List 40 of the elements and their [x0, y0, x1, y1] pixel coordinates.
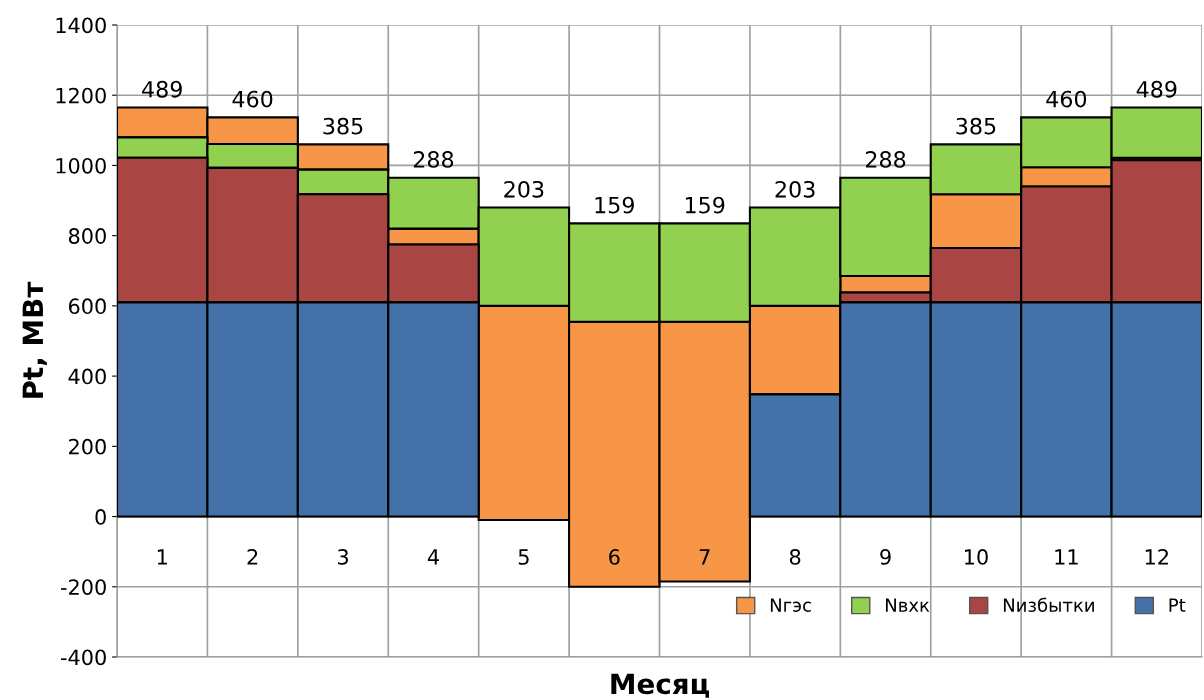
y-tick-label: 200 [69, 438, 106, 455]
x-tick-label: 8 [789, 549, 801, 565]
x-tick-label: 3 [338, 549, 348, 565]
x-tick-label: 11 [1055, 549, 1078, 565]
y-tick-label: 1000 [56, 157, 106, 174]
y-tick-label: 0 [95, 509, 106, 525]
y-tick-label: 1400 [56, 17, 106, 34]
annotation: 385 [323, 117, 363, 135]
annotation: 489 [142, 80, 182, 98]
y-tick-label: -200 [61, 579, 106, 595]
legend-label: Nизбытки [1003, 597, 1094, 612]
legend-label: Nгэс [770, 598, 811, 612]
y-tick-label: 800 [68, 228, 106, 244]
x-tick-label: 1 [157, 549, 167, 565]
y-tick-label: 400 [68, 368, 106, 385]
y-tick-label: 1200 [56, 87, 106, 104]
x-tick-label: 12 [1145, 549, 1168, 565]
y-axis-title: Pt, МВт [22, 281, 47, 398]
annotation: 203 [775, 180, 815, 198]
x-tick-label: 5 [518, 549, 529, 565]
annotation: 460 [232, 90, 273, 108]
x-tick-label: 9 [880, 549, 891, 565]
annotation: 288 [413, 151, 454, 168]
x-tick-label: 2 [247, 549, 258, 565]
x-tick-label: 7 [699, 549, 710, 565]
annotation: 385 [956, 117, 996, 135]
annotation: 460 [1046, 90, 1087, 108]
y-tick-label: -400 [61, 649, 106, 666]
x-tick-label: 6 [609, 549, 620, 565]
x-tick-label: 10 [964, 549, 988, 565]
x-tick-label: 4 [427, 549, 439, 565]
annotation: 203 [504, 180, 544, 198]
legend-label: Nвхк [885, 598, 930, 612]
annotation: 159 [685, 196, 725, 214]
annotation: 159 [595, 196, 634, 214]
x-axis-title: Месяц [611, 673, 709, 698]
annotation: 288 [865, 151, 906, 168]
annotation: 489 [1136, 80, 1177, 98]
y-tick-label: 600 [68, 298, 106, 315]
legend-label: Pt [1169, 598, 1186, 612]
